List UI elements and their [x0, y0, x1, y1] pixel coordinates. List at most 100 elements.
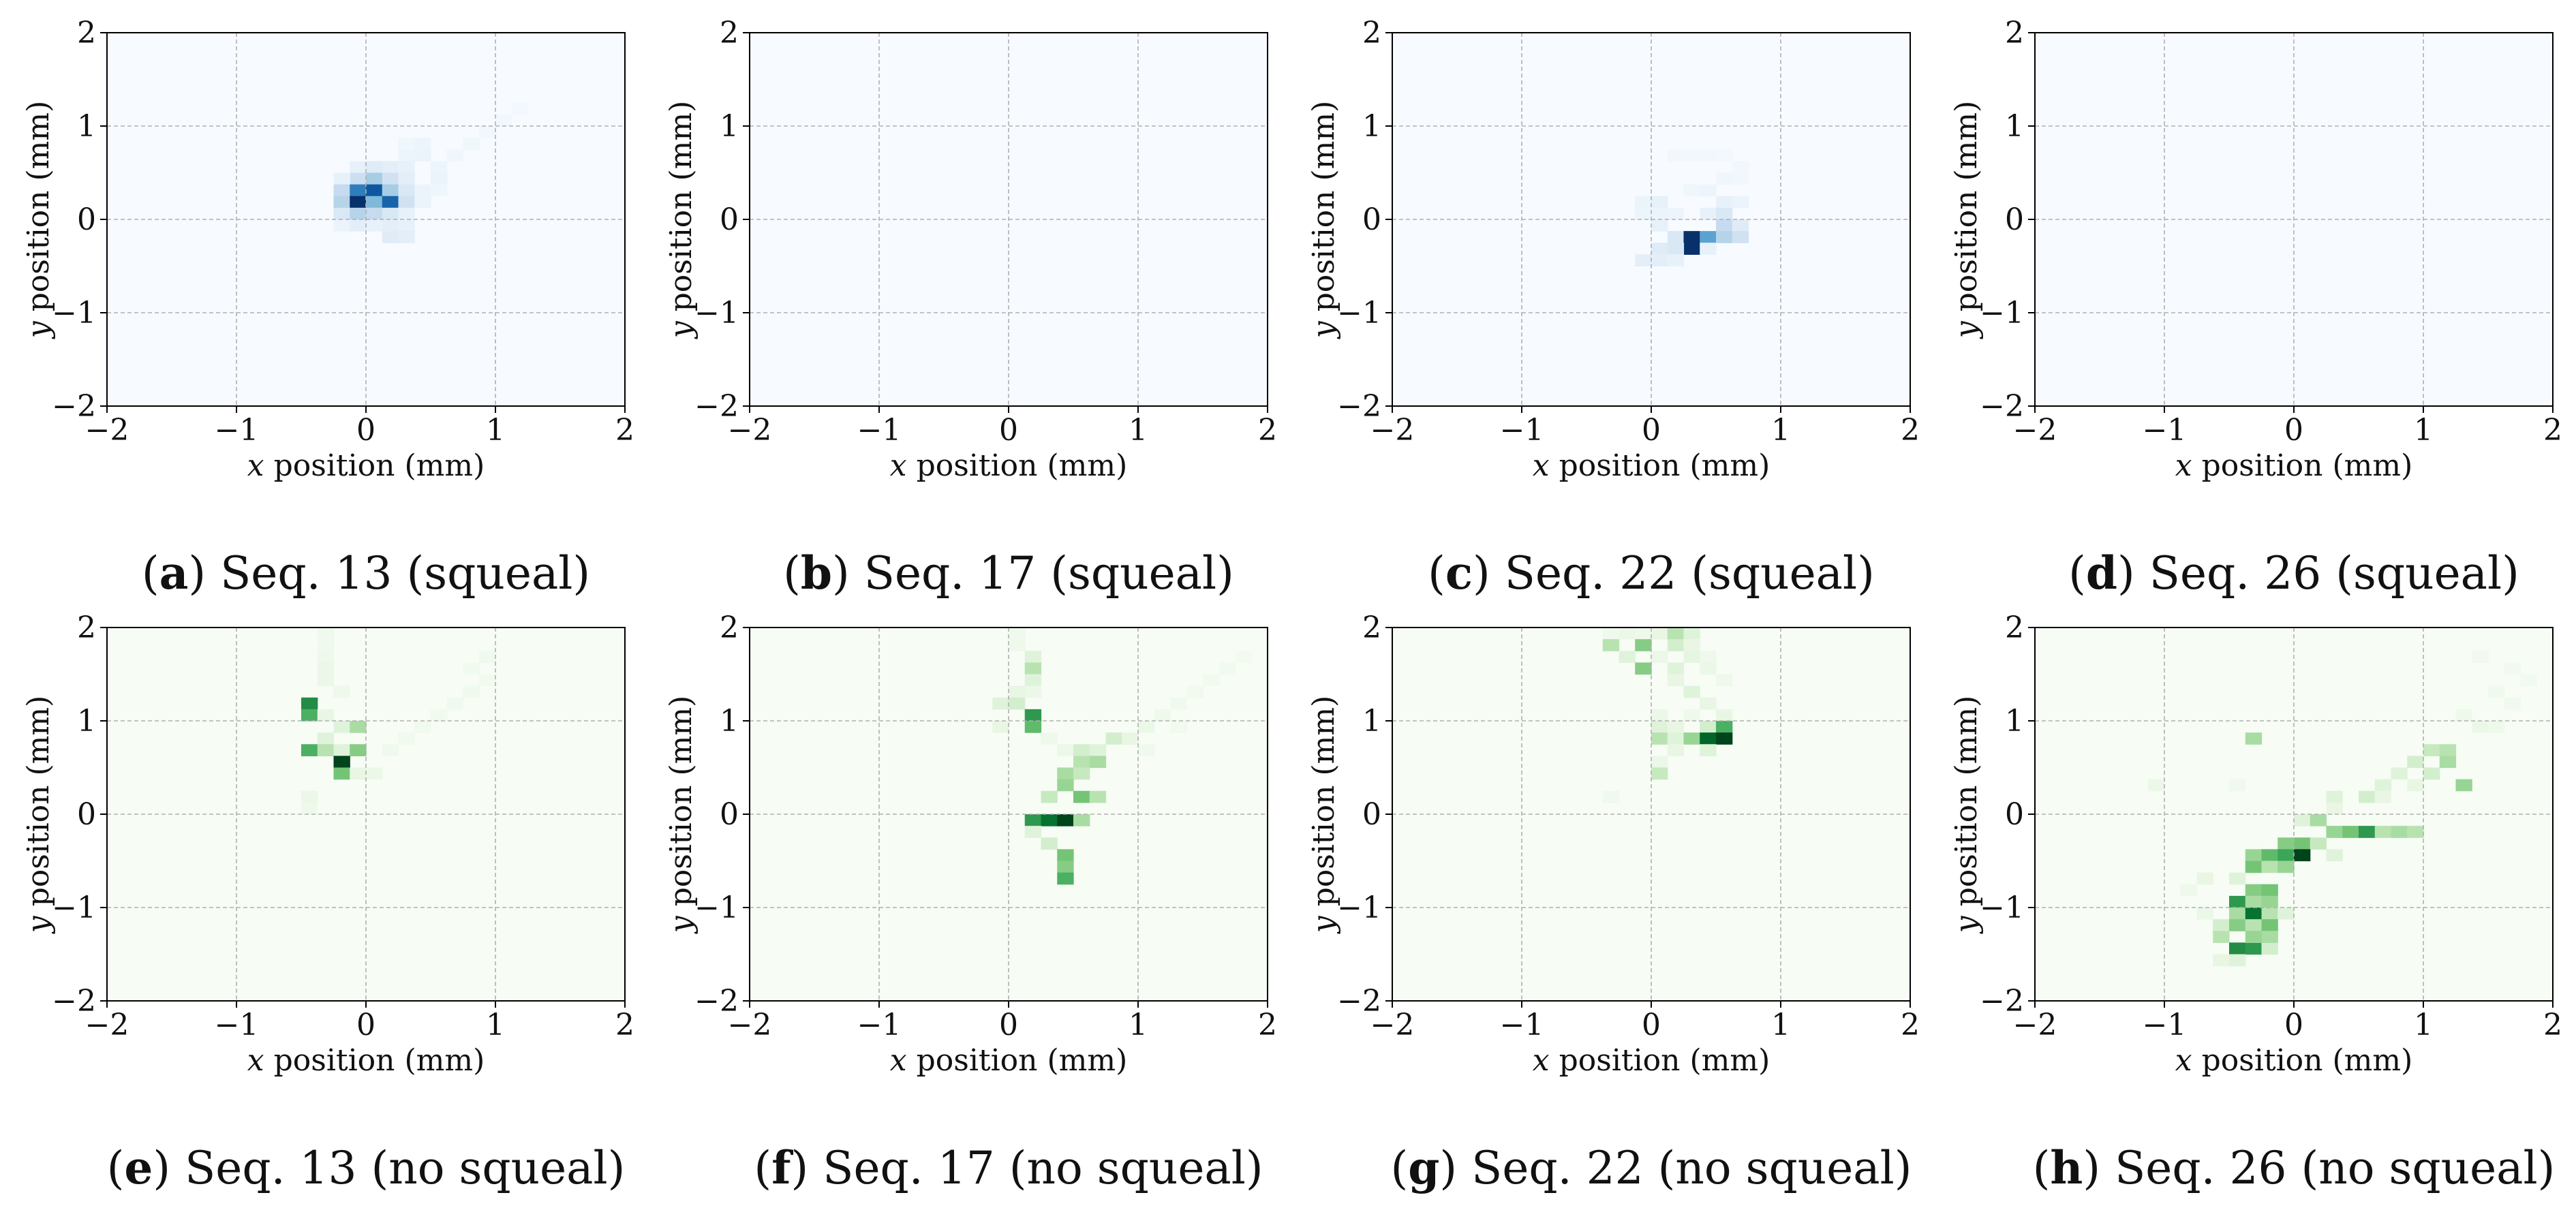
heatmap-cell: [1700, 721, 1717, 733]
y-tick-label: −2: [694, 984, 739, 1019]
heatmap-cell: [1024, 685, 1042, 698]
heatmap-cell: [1700, 732, 1717, 745]
heatmap-cell: [317, 662, 335, 675]
x-tick-label: 0: [2284, 413, 2303, 448]
heatmap-cell: [2148, 779, 2165, 792]
heatmap-cell: [1667, 254, 1685, 267]
heatmap-cell: [382, 161, 399, 174]
heatmap-cell: [1700, 149, 1717, 161]
x-tick-label: −1: [857, 1008, 902, 1042]
heatmap-cell: [1041, 732, 1058, 745]
heatmap-cell: [1009, 628, 1026, 640]
heatmap-cell: [382, 172, 399, 185]
y-axis-label: y position (mm): [664, 101, 699, 340]
heatmap-cell: [1041, 814, 1058, 826]
x-tick-label: 2: [1901, 413, 1920, 448]
heatmap-cell: [301, 744, 318, 756]
heatmap-cell: [1138, 744, 1155, 756]
x-tick-label: −2: [85, 1008, 129, 1042]
heatmap-cell: [2391, 826, 2408, 838]
subfigure-caption-a: (a) Seq. 13 (squeal): [141, 546, 591, 600]
y-axis-label: y position (mm): [1306, 696, 1341, 935]
heatmap-cell: [414, 196, 431, 208]
x-tick-label: −1: [1500, 413, 1544, 448]
heatmap-cell: [1024, 674, 1042, 687]
x-tick-label: −2: [728, 1008, 772, 1042]
heatmap-cell: [1009, 639, 1026, 651]
heatmap-cell: [1716, 732, 1733, 745]
heatmap-cell: [1073, 814, 1090, 826]
heatmap-cell: [1024, 814, 1042, 826]
heatmap-cell: [1683, 231, 1700, 243]
heatmap-cell: [2245, 908, 2263, 920]
heatmap-cell: [1732, 161, 1749, 174]
heatmap-cell: [446, 697, 464, 710]
heatmap-cell: [1024, 662, 1042, 675]
heatmap-cell: [2245, 861, 2263, 873]
heatmap-cell: [1057, 767, 1074, 780]
subfigure-caption-text: Seq. 22 (squeal): [1504, 547, 1875, 600]
heatmap-cell: [1619, 651, 1636, 663]
heatmap-cell: [2229, 779, 2246, 792]
heatmap-cell: [2294, 837, 2311, 850]
heatmap-cell: [301, 709, 318, 722]
x-tick-label: 1: [1129, 413, 1148, 448]
heatmap-cell: [2245, 884, 2263, 897]
heatmap-cell: [1667, 662, 1685, 675]
heatmap-cell: [1041, 790, 1058, 803]
heatmap-cell: [317, 651, 335, 663]
heatmap-cell: [2374, 826, 2392, 838]
heatmap-cell: [1683, 243, 1700, 255]
heatmap-cell: [1651, 207, 1668, 220]
x-tick-label: 2: [1901, 1008, 1920, 1042]
heatmap-cell: [382, 196, 399, 208]
heatmap-cell: [2261, 942, 2278, 955]
heatmap-cell: [2310, 814, 2327, 826]
heatmap-cell: [2196, 872, 2213, 885]
heatmap-cell: [1089, 756, 1107, 769]
x-tick-label: 0: [356, 413, 375, 448]
heatmap-cell: [1635, 254, 1652, 267]
heatmap-cell: [1667, 744, 1685, 756]
heatmap-cell: [1651, 721, 1668, 733]
heatmap-cell: [2245, 919, 2263, 931]
heatmap-cell: [1651, 732, 1668, 745]
heatmap-panel-e: −2 −1 0 1 2 −2 −1 0 1 2 x position (mm) y position …: [21, 610, 634, 1078]
heatmap-cell: [382, 184, 399, 197]
y-tick-label: 2: [720, 610, 739, 645]
heatmap-cell: [2407, 826, 2424, 838]
subfigure-letter: a: [159, 546, 189, 600]
heatmap-cell: [1667, 231, 1685, 243]
x-tick-label: 1: [486, 1008, 505, 1042]
heatmap-cell: [2261, 895, 2278, 908]
subfigure-caption-e: (e) Seq. 13 (no squeal): [106, 1141, 626, 1194]
heatmap-cell: [2213, 919, 2230, 931]
heatmap-cell: [1635, 628, 1652, 640]
heatmap-cell: [1683, 149, 1700, 161]
heatmap-cell: [366, 196, 383, 208]
heatmap-cell: [333, 184, 350, 197]
heatmap-cell: [414, 149, 431, 161]
x-tick-label: 1: [1771, 413, 1790, 448]
heatmap-cell: [301, 697, 318, 710]
heatmap-cell: [2245, 895, 2263, 908]
y-axis-label: y position (mm): [21, 101, 56, 340]
heatmap-cell: [431, 172, 448, 185]
heatmap-cell: [350, 207, 367, 220]
heatmap-cell: [1732, 219, 1749, 232]
heatmap-cell: [1683, 628, 1700, 640]
heatmap-cell: [366, 161, 383, 174]
heatmap-cell: [2455, 709, 2472, 722]
x-tick-label: −1: [215, 1008, 259, 1042]
heatmap-cell: [350, 219, 367, 232]
x-tick-label: −1: [857, 413, 902, 448]
y-tick-label: 0: [77, 202, 96, 237]
heatmap-cell: [463, 138, 480, 150]
heatmap-cell: [2261, 908, 2278, 920]
y-tick-label: −2: [1980, 984, 2024, 1019]
heatmap-cell: [2229, 908, 2246, 920]
y-tick-label: 1: [720, 109, 739, 144]
subfigure-caption-text: Seq. 17 (no squeal): [823, 1142, 1263, 1194]
heatmap-cell: [1073, 744, 1090, 756]
heatmap-cell: [431, 184, 448, 197]
